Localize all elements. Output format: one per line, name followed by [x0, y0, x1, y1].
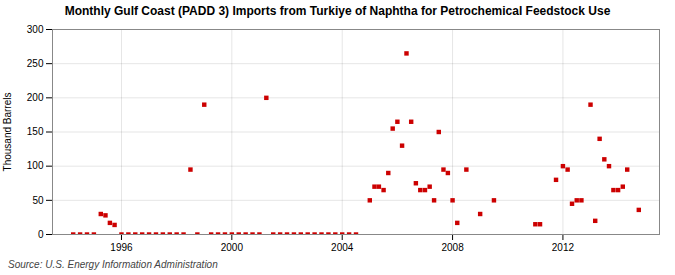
svg-text:100: 100 [27, 160, 44, 171]
svg-text:0: 0 [38, 229, 44, 240]
svg-text:200: 200 [27, 92, 44, 103]
svg-text:300: 300 [27, 24, 44, 35]
html-text:Monthly Gulf Coast (PADD 3) Im: Monthly Gulf Coast (PADD 3) Imports from… [64, 4, 611, 18]
svg-text:250: 250 [27, 58, 44, 69]
svg-text:2004: 2004 [331, 242, 354, 253]
svg-text:2000: 2000 [221, 242, 244, 253]
svg-text:2012: 2012 [552, 242, 575, 253]
svg-text:2008: 2008 [441, 242, 464, 253]
html-text:Source: U.S. Energy Informatio: Source: U.S. Energy Information Administ… [8, 259, 218, 270]
svg-text:50: 50 [32, 195, 44, 206]
svg-text:150: 150 [27, 126, 44, 137]
svg-text:Thousand Barrels: Thousand Barrels [2, 93, 13, 172]
svg-text:1996: 1996 [110, 242, 133, 253]
